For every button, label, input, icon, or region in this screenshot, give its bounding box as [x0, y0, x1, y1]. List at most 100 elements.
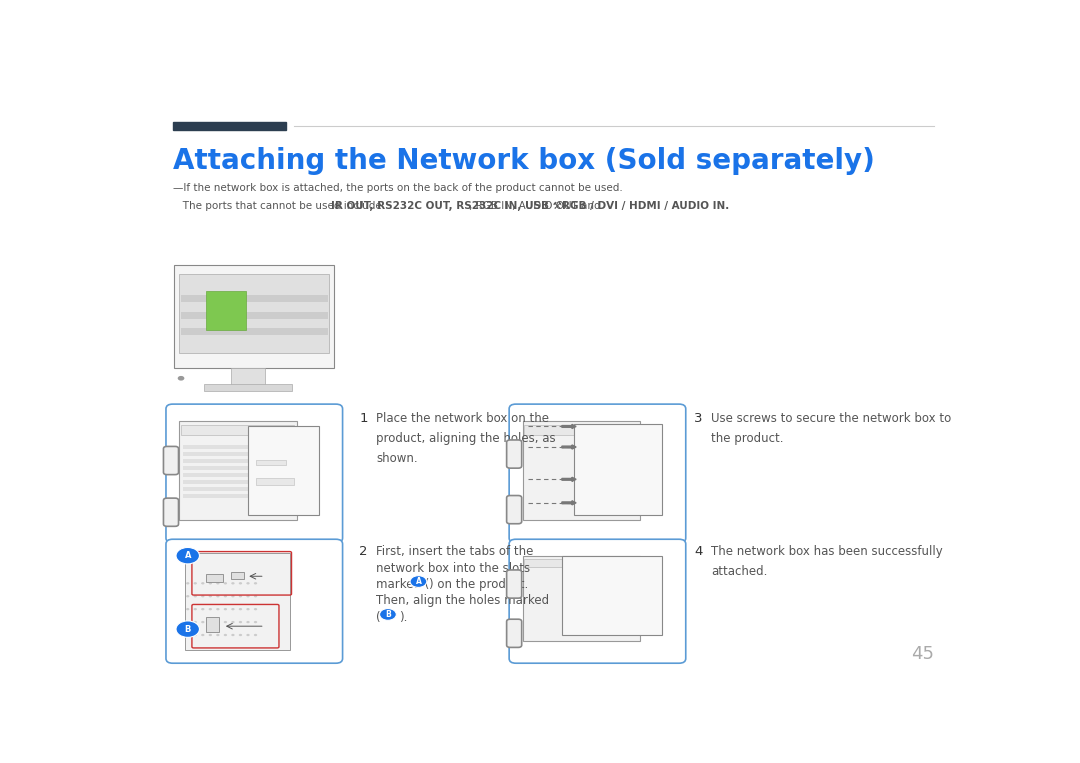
Circle shape	[279, 463, 309, 484]
FancyBboxPatch shape	[166, 539, 342, 663]
Bar	[174, 265, 334, 368]
Circle shape	[224, 634, 227, 636]
Circle shape	[193, 582, 197, 584]
Text: ).: ).	[399, 611, 407, 624]
Text: RGB / DVI / HDMI / AUDIO IN.: RGB / DVI / HDMI / AUDIO IN.	[562, 201, 729, 211]
Circle shape	[216, 595, 219, 597]
FancyBboxPatch shape	[507, 495, 522, 523]
Bar	[256, 460, 285, 465]
Circle shape	[246, 608, 249, 610]
Circle shape	[612, 590, 646, 613]
Circle shape	[254, 634, 257, 636]
Text: A: A	[185, 551, 191, 560]
Text: ) on the product.: ) on the product.	[429, 578, 528, 591]
Bar	[179, 274, 329, 353]
Bar	[575, 423, 662, 514]
Circle shape	[208, 595, 212, 597]
Bar	[181, 312, 327, 319]
Text: The ports that cannot be used include: The ports that cannot be used include	[173, 201, 384, 211]
Bar	[231, 368, 265, 387]
Circle shape	[193, 608, 197, 610]
Circle shape	[231, 608, 234, 610]
Circle shape	[246, 634, 249, 636]
Bar	[183, 487, 287, 491]
FancyBboxPatch shape	[507, 620, 522, 647]
Text: marked (: marked (	[376, 578, 430, 591]
Circle shape	[201, 634, 204, 636]
Circle shape	[201, 608, 204, 610]
Circle shape	[208, 634, 212, 636]
Bar	[248, 427, 320, 514]
Circle shape	[299, 507, 306, 511]
Circle shape	[254, 621, 257, 623]
Text: 3: 3	[694, 412, 703, 425]
Circle shape	[231, 621, 234, 623]
Bar	[179, 420, 297, 520]
Circle shape	[176, 548, 200, 564]
FancyBboxPatch shape	[507, 440, 522, 468]
FancyBboxPatch shape	[509, 539, 686, 663]
Bar	[256, 478, 294, 485]
Circle shape	[224, 595, 227, 597]
Circle shape	[178, 376, 185, 381]
Circle shape	[246, 582, 249, 584]
FancyBboxPatch shape	[163, 498, 178, 526]
FancyBboxPatch shape	[509, 404, 686, 542]
Circle shape	[176, 621, 200, 637]
Circle shape	[630, 629, 636, 634]
Circle shape	[216, 621, 219, 623]
Bar	[523, 420, 639, 520]
Circle shape	[254, 582, 257, 584]
Circle shape	[246, 621, 249, 623]
Bar	[562, 555, 662, 635]
Circle shape	[231, 582, 234, 584]
Circle shape	[193, 595, 197, 597]
Text: 45: 45	[912, 645, 934, 662]
Circle shape	[186, 621, 189, 623]
Bar	[524, 425, 637, 435]
Text: B: B	[386, 610, 391, 619]
Circle shape	[186, 608, 189, 610]
Text: network box into the slots: network box into the slots	[376, 562, 530, 575]
FancyArrow shape	[562, 478, 576, 481]
Text: 2: 2	[360, 545, 368, 558]
FancyArrow shape	[562, 501, 576, 505]
Circle shape	[239, 595, 242, 597]
Bar	[206, 574, 222, 582]
Text: A: A	[416, 577, 421, 586]
Circle shape	[216, 582, 219, 584]
Text: , RGB IN, AUDIO OUT and: , RGB IN, AUDIO OUT and	[469, 201, 604, 211]
Circle shape	[231, 595, 234, 597]
Text: First, insert the tabs of the: First, insert the tabs of the	[376, 545, 534, 558]
FancyArrow shape	[562, 445, 576, 449]
Bar	[204, 384, 293, 391]
Circle shape	[186, 582, 189, 584]
Bar	[181, 295, 327, 302]
FancyBboxPatch shape	[163, 446, 178, 475]
FancyArrow shape	[562, 424, 576, 429]
Bar	[183, 445, 287, 449]
Text: B: B	[185, 625, 191, 633]
Bar	[183, 459, 287, 463]
Bar	[183, 473, 287, 477]
FancyBboxPatch shape	[507, 570, 522, 598]
Circle shape	[254, 595, 257, 597]
Bar	[183, 465, 287, 470]
Text: IR OUT, RS232C OUT, RS232C IN, USB ⚒: IR OUT, RS232C OUT, RS232C IN, USB ⚒	[330, 201, 562, 211]
Bar	[206, 291, 246, 330]
Text: —If the network box is attached, the ports on the back of the product cannot be : —If the network box is attached, the por…	[173, 182, 622, 192]
Circle shape	[622, 465, 652, 487]
Circle shape	[216, 608, 219, 610]
Bar	[523, 555, 639, 641]
Circle shape	[254, 608, 257, 610]
Bar	[181, 425, 294, 435]
Circle shape	[246, 595, 249, 597]
Text: Then, align the holes marked: Then, align the holes marked	[376, 594, 550, 607]
Bar	[181, 328, 327, 336]
Circle shape	[224, 582, 227, 584]
Circle shape	[186, 595, 189, 597]
Bar	[183, 494, 287, 498]
Text: 1: 1	[360, 412, 368, 425]
Circle shape	[201, 595, 204, 597]
Bar	[231, 572, 244, 579]
